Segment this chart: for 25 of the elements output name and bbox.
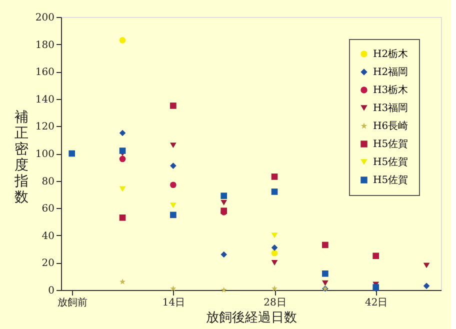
y-tick-label: 60 (42, 204, 54, 215)
y-tick-label: 180 (35, 40, 54, 51)
x-tick-label: 放飼前 (57, 296, 88, 308)
y-tick-label: 80 (42, 176, 54, 188)
x-tick-label: 28日 (264, 298, 286, 308)
legend-label: H5佐賀 (373, 174, 408, 186)
legend-label: H5佐賀 (373, 138, 408, 150)
legend-label: H3福岡 (373, 102, 408, 114)
y-tick-label: 200 (35, 12, 54, 24)
x-tick-label: 42日 (364, 298, 388, 308)
y-tick-label: 140 (35, 94, 54, 106)
legend-label: H6長崎 (373, 120, 408, 132)
legend-label: H3栃木 (373, 84, 408, 96)
legend-label: H2福岡 (373, 66, 408, 78)
legend-label: H5佐賀 (373, 156, 408, 168)
x-tick-label: 14日 (162, 298, 186, 308)
y-tick-label: 0 (48, 286, 54, 296)
x-axis-title: 放飼後経過日数 (206, 310, 297, 326)
y-axis-title: 補正密度指数 (14, 110, 28, 206)
y-tick-label: 120 (35, 122, 54, 133)
y-tick-label: 40 (42, 230, 54, 242)
legend-label: H2栃木 (373, 48, 408, 60)
y-tick-label: 100 (35, 149, 54, 160)
y-tick-label: 20 (42, 258, 54, 270)
y-tick-label: 160 (35, 67, 54, 78)
